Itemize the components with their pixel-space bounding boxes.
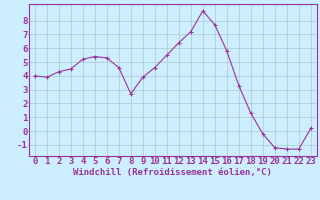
X-axis label: Windchill (Refroidissement éolien,°C): Windchill (Refroidissement éolien,°C) — [73, 168, 272, 177]
